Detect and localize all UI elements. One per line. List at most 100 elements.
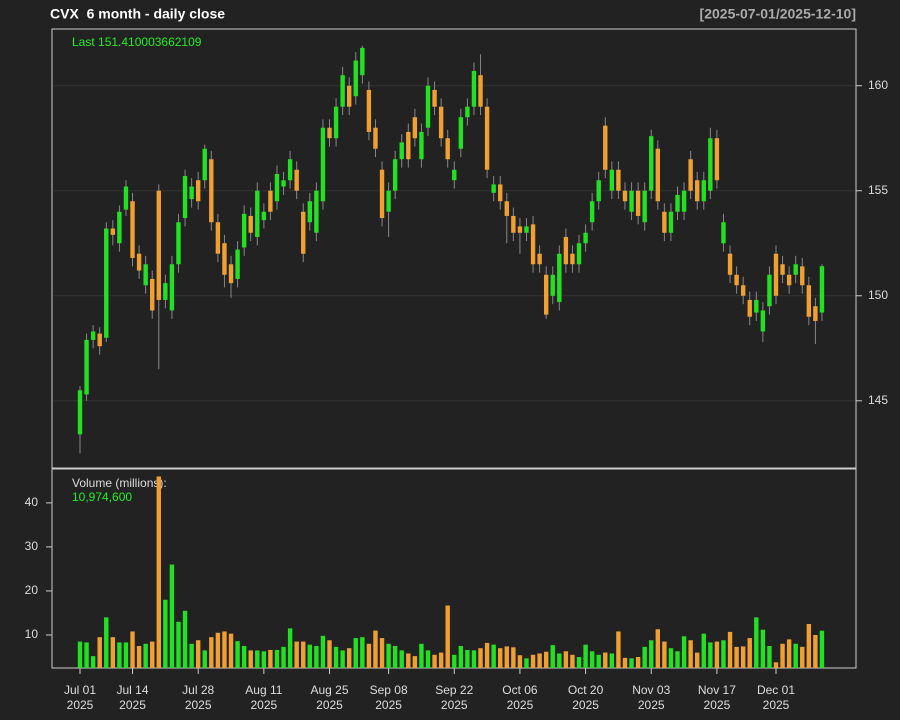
price-panel	[51, 28, 857, 469]
volume-bar	[353, 638, 358, 668]
volume-bar	[734, 646, 739, 668]
candle-body	[530, 224, 536, 265]
x-tick-label: Jul 01	[64, 683, 96, 697]
volume-bar	[90, 656, 96, 668]
volume-bar	[589, 651, 595, 668]
volume-bar	[392, 645, 398, 668]
candle-body	[727, 253, 733, 275]
candle-body	[642, 190, 647, 223]
volume-bar	[563, 651, 569, 668]
candle-body	[136, 253, 142, 271]
candle-body	[386, 190, 391, 212]
candle-body	[701, 180, 706, 202]
x-tick-label: Dec 01	[757, 683, 795, 697]
candle-body	[347, 85, 352, 107]
volume-bar	[327, 640, 332, 668]
y-tick-label: 155	[868, 183, 888, 197]
volume-bar	[176, 621, 181, 668]
candle-body	[609, 169, 615, 191]
volume-bar	[635, 656, 641, 668]
candle-body	[445, 138, 450, 160]
candle-body	[655, 148, 661, 202]
volume-bar	[629, 658, 634, 668]
volume-bar	[432, 654, 437, 668]
candle-body	[576, 243, 582, 265]
candle-body	[281, 180, 286, 187]
x-tick-year: 2025	[316, 698, 343, 712]
candle-body	[182, 176, 188, 219]
volume-bar	[793, 643, 798, 668]
candle-body	[517, 226, 523, 233]
candle-body	[340, 75, 345, 107]
candle-body	[747, 299, 752, 317]
candle-body	[215, 222, 221, 254]
volume-bar	[478, 648, 483, 668]
volume-bar	[104, 617, 109, 668]
candle-body	[392, 159, 398, 191]
candle-body	[353, 60, 358, 97]
candle-body	[570, 253, 575, 265]
volume-bar	[117, 642, 122, 668]
candle-body	[294, 169, 299, 191]
volume-bar	[596, 654, 601, 668]
volume-bar	[347, 648, 352, 668]
volume-bar	[576, 656, 582, 668]
volume-bar	[649, 640, 654, 668]
volume-bar	[445, 605, 450, 668]
volume-bar	[517, 655, 523, 668]
volume-bar	[550, 645, 555, 668]
volume-bar	[406, 653, 411, 668]
candle-body	[714, 138, 720, 181]
volume-bar	[662, 641, 667, 668]
volume-bar	[307, 644, 313, 668]
volume-bar	[209, 637, 214, 668]
volume-title: Volume (millions):	[72, 476, 167, 490]
volume-bar	[301, 641, 306, 668]
volume-bar	[97, 637, 102, 668]
candle-body	[117, 211, 122, 244]
volume-bar	[241, 645, 247, 668]
volume-bar	[642, 646, 647, 668]
candle-body	[373, 127, 378, 149]
volume-bar	[222, 631, 227, 668]
y-tick-label: 160	[868, 78, 888, 92]
volume-bar	[543, 651, 549, 668]
volume-bar	[714, 641, 720, 668]
x-tick-year: 2025	[572, 698, 599, 712]
volume-bar	[688, 640, 693, 668]
x-tick-year: 2025	[507, 698, 534, 712]
candle-body	[333, 106, 339, 139]
candle-body	[550, 274, 555, 296]
volume-bar	[287, 628, 293, 668]
last-price: Last 151.410003662109	[72, 35, 202, 49]
volume-bar	[760, 629, 766, 668]
candle-body	[622, 190, 628, 202]
volume-bar	[136, 645, 142, 668]
candle-body	[471, 71, 477, 107]
volume-bar	[524, 658, 529, 668]
candle-body	[754, 299, 759, 313]
candle-body	[314, 190, 319, 233]
candle-body	[603, 125, 608, 170]
volume-bar	[681, 636, 687, 668]
x-tick-label: Aug 11	[245, 683, 282, 697]
candle-body	[452, 169, 457, 181]
x-tick-year: 2025	[441, 698, 468, 712]
x-tick-year: 2025	[250, 698, 277, 712]
x-tick-label: Jul 14	[117, 683, 149, 697]
candle-body	[84, 339, 89, 395]
candle-body	[241, 213, 247, 248]
volume-bar	[484, 642, 490, 668]
volume-bar	[668, 648, 674, 668]
candle-body	[163, 283, 168, 300]
volume-bar	[163, 599, 168, 668]
candle-body	[511, 215, 516, 233]
candle-body	[169, 264, 175, 311]
volume-bar	[110, 637, 116, 668]
volume-bar	[169, 564, 175, 668]
volume-bar	[655, 629, 661, 668]
candle-body	[498, 184, 503, 202]
candle-body	[235, 249, 240, 279]
candle-body	[780, 264, 785, 275]
candle-body	[110, 228, 116, 235]
